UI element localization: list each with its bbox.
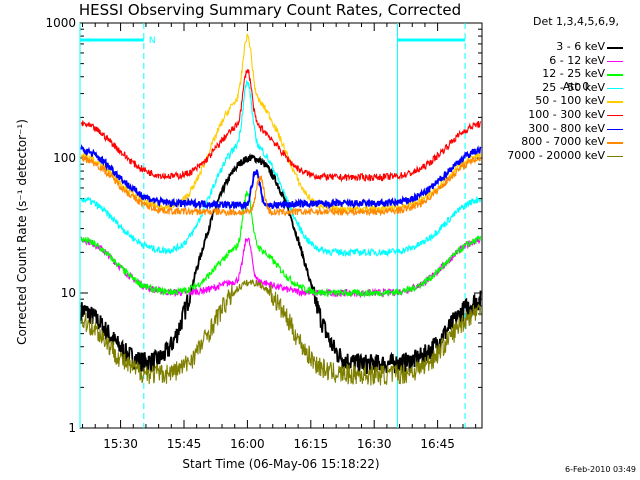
legend: 3 - 6 keV 6 - 12 keV 12 - 25 keV 25 - 50 ke…: [493, 40, 633, 162]
y-axis-label: Corrected Count Rate (s⁻¹ detector⁻¹): [15, 119, 29, 345]
legend-item: 6 - 12 keV: [493, 54, 633, 68]
legend-item: 800 - 7000 keV: [493, 135, 633, 149]
series-line: [80, 190, 482, 298]
legend-item: 3 - 6 keV: [493, 40, 633, 54]
detector-label: Det 1,3,4,5,6,9,: [532, 15, 620, 28]
series-line: [80, 69, 482, 183]
legend-swatch: [607, 60, 623, 63]
legend-item: 100 - 300 keV: [493, 108, 633, 122]
legend-swatch: [607, 142, 623, 144]
x-axis-label: Start Time (06-May-06 15:18:22): [182, 457, 380, 471]
x-tick-label: 16:15: [293, 437, 329, 451]
legend-swatch: [607, 74, 623, 76]
y-tick-label: 100: [53, 151, 76, 165]
y-tick-label: 1: [68, 421, 76, 435]
attenuator-annotation: N: [149, 36, 156, 46]
legend-swatch: [607, 128, 623, 131]
legend-swatch: [607, 87, 623, 90]
attenuator-label: Att 0: [562, 80, 590, 93]
x-tick-label: 16:00: [230, 437, 265, 451]
legend-swatch: [607, 101, 623, 103]
legend-label: 300 - 800 keV: [528, 121, 605, 135]
x-tick-label: 16:30: [356, 437, 392, 451]
legend-swatch: [607, 155, 623, 158]
y-tick-label: 1000: [45, 16, 76, 30]
legend-swatch: [607, 47, 623, 49]
legend-item: 25 - 50 keV: [493, 81, 633, 95]
legend-label: 800 - 7000 keV: [521, 135, 605, 149]
legend-item: 7000 - 20000 keV: [493, 149, 633, 163]
legend-label: 12 - 25 keV: [542, 67, 605, 81]
legend-item: 300 - 800 keV: [493, 122, 633, 136]
series-line: [80, 279, 482, 386]
chart-title: HESSI Observing Summary Count Rates, Cor…: [78, 1, 462, 19]
y-tick-label: 10: [60, 286, 76, 300]
legend-label: 6 - 12 keV: [549, 53, 605, 67]
legend-label: 50 - 100 keV: [535, 94, 605, 108]
footer-timestamp: 6-Feb-2010 03:49: [565, 465, 636, 474]
x-tick-label: 16:45: [420, 437, 455, 451]
legend-item: 12 - 25 keV: [493, 67, 633, 81]
series-line: [80, 155, 482, 217]
legend-label: 100 - 300 keV: [528, 107, 605, 121]
series-line: [80, 79, 482, 258]
series-line: [80, 143, 482, 211]
legend-label: 7000 - 20000 keV: [507, 148, 605, 162]
legend-label: 25 - 50 keV: [542, 80, 605, 94]
x-tick-label: 15:30: [103, 437, 138, 451]
x-tick-label: 15:45: [166, 437, 202, 451]
series-line: [80, 152, 482, 375]
legend-label: 3 - 6 keV: [556, 40, 605, 53]
legend-item: 50 - 100 keV: [493, 94, 633, 108]
legend-swatch: [607, 114, 623, 117]
